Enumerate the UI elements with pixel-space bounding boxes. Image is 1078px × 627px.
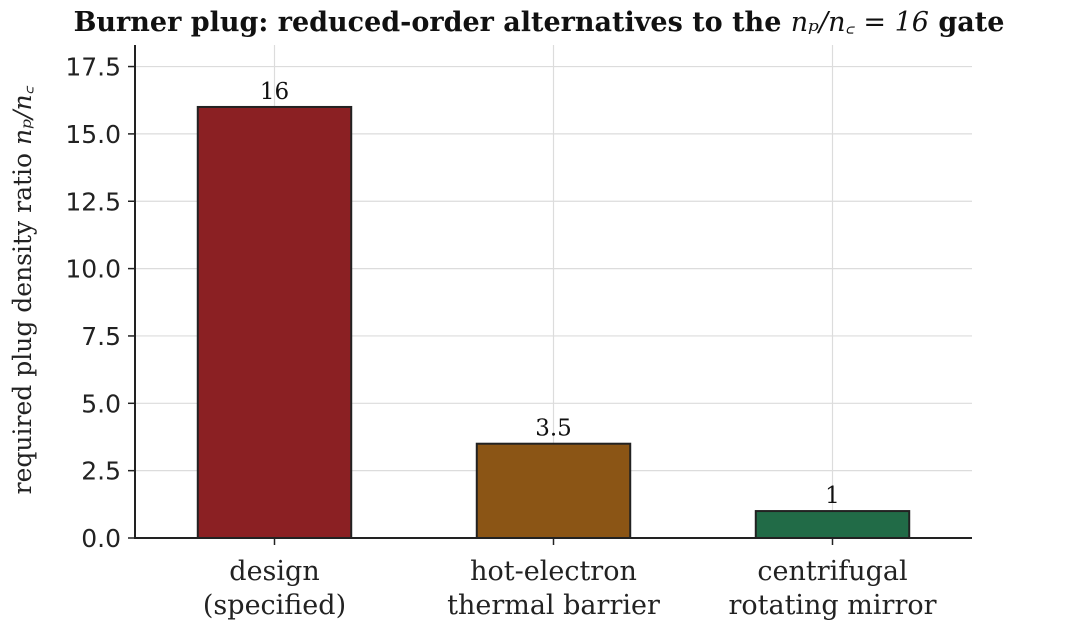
y-tick-label: 15.0: [65, 120, 121, 149]
x-tick-label: thermal barrier: [447, 590, 660, 621]
x-tick-label: centrifugal: [757, 556, 907, 587]
y-tick-label: 7.5: [81, 322, 121, 351]
x-tick-label: (specified): [203, 590, 346, 621]
bar: [754, 510, 911, 540]
y-tick-label: 0.0: [81, 524, 121, 553]
y-tick-label: 12.5: [65, 187, 121, 216]
data-label: 16: [260, 79, 289, 105]
title-suffix: gate: [928, 7, 1005, 38]
title-prefix: Burner plug: reduced-order alternatives …: [73, 7, 791, 38]
x-tick-label: design: [229, 556, 319, 587]
y-tick-label: 2.5: [81, 457, 121, 486]
y-tick-label: 5.0: [81, 389, 121, 418]
bar: [196, 105, 353, 539]
y-tick-label: 17.5: [65, 53, 121, 82]
x-tick-label: hot-electron: [470, 556, 637, 587]
x-tick-label: rotating mirror: [728, 590, 936, 621]
data-label: 3.5: [535, 416, 572, 442]
bar: [475, 442, 632, 540]
data-label: 1: [825, 483, 840, 509]
y-tick-label: 10.0: [65, 255, 121, 284]
title-math: nₚ/n꜀ = 16: [790, 7, 929, 38]
chart-title: Burner plug: reduced-order alternatives …: [0, 2, 1078, 39]
